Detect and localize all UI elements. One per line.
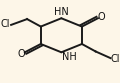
Text: O: O <box>98 12 105 22</box>
Text: Cl: Cl <box>1 19 10 29</box>
Text: O: O <box>18 49 25 59</box>
Text: HN: HN <box>54 7 69 17</box>
Text: NH: NH <box>62 52 77 62</box>
Text: Cl: Cl <box>110 54 120 64</box>
